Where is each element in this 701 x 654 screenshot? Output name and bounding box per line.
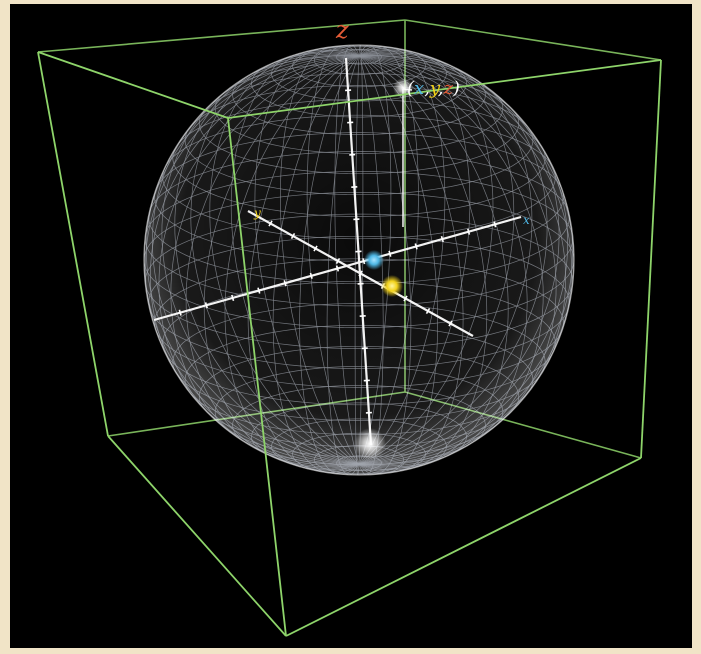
sphere-grid-line: [232, 385, 486, 466]
sphere-grid-line: [358, 55, 573, 465]
sphere-grid-line: [146, 55, 360, 465]
axis-tick: [335, 258, 341, 264]
sphere-grid-line: [254, 47, 360, 465]
sphere-grid-line: [313, 445, 405, 475]
sphere-grid-line: [358, 55, 572, 465]
axis-tick: [403, 295, 408, 302]
axis-tick: [204, 302, 208, 309]
sphere-grid-line: [299, 55, 360, 475]
sphere-grid-line: [358, 48, 494, 465]
sphere-grid-line: [148, 235, 570, 369]
sphere-grid-line: [358, 55, 574, 465]
sphere-grid-line: [148, 151, 570, 285]
sphere-grid-line: [336, 49, 382, 65]
sphere-grid-line: [358, 45, 364, 465]
axis-tick: [414, 243, 418, 250]
sphere-grid-line: [154, 258, 564, 388]
axis-tick: [467, 228, 471, 235]
axis-tick: [425, 308, 431, 314]
sphere-grid-line: [154, 132, 564, 262]
sphere-grid-line: [292, 45, 426, 88]
sphere-grid-line: [251, 402, 467, 471]
sphere-grid-line: [358, 54, 560, 465]
sphere-grid-line: [230, 48, 360, 465]
sphere-grid-line: [172, 303, 546, 421]
visualization-frame: z y x (x,y,z): [10, 4, 692, 648]
sphere-grid-line: [358, 45, 392, 465]
axis-tick: [493, 221, 497, 228]
axis-tick: [283, 280, 287, 287]
axis-ticks: [178, 89, 497, 414]
sphere-grid-line: [326, 55, 360, 475]
sphere-grid-line: [358, 55, 384, 475]
axis-tick: [257, 287, 261, 294]
x-axis-label: x: [523, 213, 530, 227]
sphere-grid-line: [358, 55, 488, 472]
sphere-grid-line: [232, 54, 486, 135]
sphere-grid-line: [358, 46, 446, 465]
sphere-grid-line: [271, 418, 447, 475]
sphere-grid-line: [162, 280, 556, 406]
axis-tick: [309, 272, 313, 279]
sphere-grid-line: [247, 55, 360, 473]
sphere-grid-line: [358, 55, 464, 473]
sphere-grid-line: [144, 192, 574, 328]
sphere-grid-line: [306, 45, 360, 465]
axis-tick: [335, 265, 340, 272]
sphere-grid-line: [198, 345, 520, 448]
sphere-grid-line: [144, 55, 360, 465]
sphere-grid-line: [144, 171, 574, 307]
sphere-grid-line: [184, 324, 534, 436]
sphere-grid-line: [280, 46, 360, 465]
sphere-grid-line: [272, 55, 360, 474]
axis-tick: [358, 270, 363, 277]
sphere-grid-line: [358, 47, 471, 465]
sphere-grid-line: [334, 45, 360, 465]
axis-tick: [448, 320, 453, 327]
sphere-grid-line: [358, 45, 419, 465]
sphere-grid-line: [214, 366, 504, 458]
axis-tick: [313, 245, 318, 252]
sphere-grid-line: [358, 55, 566, 466]
axis-tick: [290, 233, 296, 239]
axis-tick: [178, 309, 182, 316]
axis-tick: [268, 220, 273, 227]
sphere-grid-line: [358, 54, 569, 465]
y-axis-label: y: [253, 206, 261, 220]
axis-tick: [440, 235, 444, 243]
sphere-grid-line: [161, 53, 360, 465]
sphere-grid-line: [358, 55, 557, 467]
sphere-grid-line: [152, 54, 360, 465]
cube-front-edges: [37, 51, 662, 637]
sphere-grid-line: [145, 55, 360, 465]
x-unit-marker: [364, 250, 384, 270]
axis-tick: [231, 294, 235, 302]
bottom-pole-glow: [354, 428, 386, 460]
sphere-grid-line: [149, 55, 360, 466]
sphere-grid-line: [354, 55, 360, 475]
sphere-grid-line: [358, 55, 412, 475]
axis-tick: [388, 250, 392, 257]
y-unit-marker: [381, 275, 403, 297]
sphere-grid-line: [158, 55, 360, 466]
sphere-3d-scene: z y x (x,y,z): [37, 16, 662, 637]
point-coordinate-label: (x,y,z): [407, 78, 460, 99]
sphere-grid-line: [162, 114, 556, 240]
sphere-grid-line: [144, 213, 574, 349]
sphere-grid-line: [313, 45, 405, 75]
axis-tick: [362, 258, 366, 265]
sphere-grid-line: [358, 55, 438, 474]
z-axis-label: z: [335, 16, 349, 44]
